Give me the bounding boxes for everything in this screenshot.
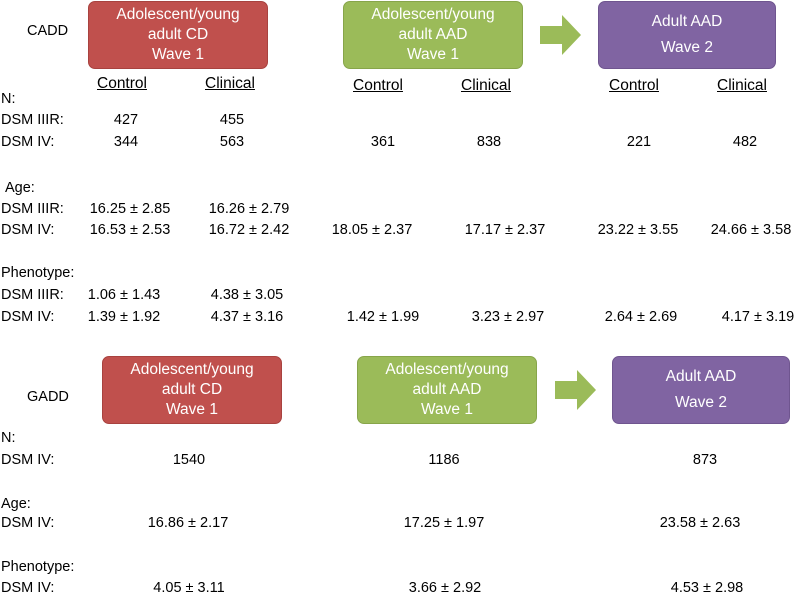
gadd-arrow-icon (555, 370, 596, 410)
cadd-n-dsm4-control-aad1: 361 (370, 134, 396, 150)
cadd-box2-line1: Adolescent/young (371, 6, 495, 23)
cadd-n-dsm3-control-cd: 427 (113, 112, 139, 128)
cadd-age-label: Age: (5, 180, 35, 196)
gadd-phenotype-aad1: 3.66 ± 2.92 (408, 580, 482, 596)
cadd-n-dsm4-control-cd: 344 (113, 134, 139, 150)
cadd-header-control-2: Control (353, 77, 403, 94)
gadd-cd-wave1-box: Adolescent/young adult CD Wave 1 (102, 356, 282, 424)
cadd-age-dsm4-clinical-aad1: 17.17 ± 2.37 (464, 222, 546, 238)
cadd-label: CADD (27, 23, 69, 39)
cadd-age-dsm4-control-aad1: 18.05 ± 2.37 (331, 222, 413, 238)
cadd-arrow-icon (540, 15, 581, 55)
gadd-box2-line2: adult AAD (412, 381, 482, 398)
cadd-box2-line2: adult AAD (398, 26, 468, 43)
cadd-n-dsm3-clinical-cd: 455 (219, 112, 245, 128)
cadd-box1-line3: Wave 1 (152, 46, 204, 63)
cadd-age-dsm4-control-cd: 16.53 ± 2.53 (89, 222, 171, 238)
gadd-phenotype-aad2: 4.53 ± 2.98 (670, 580, 744, 596)
cadd-phenotype-dsm4-clinical-aad2: 4.17 ± 3.19 (721, 309, 795, 325)
cadd-header-clinical-2: Clinical (461, 77, 511, 94)
cadd-phenotype-dsm3-clinical-cd: 4.38 ± 3.05 (210, 287, 284, 303)
cadd-header-control-1: Control (97, 75, 147, 92)
cadd-phenotype-dsm4-control-aad2: 2.64 ± 2.69 (604, 309, 678, 325)
gadd-age-aad2: 23.58 ± 2.63 (659, 515, 741, 531)
gadd-age-aad1: 17.25 ± 1.97 (403, 515, 485, 531)
gadd-age-dsm4-label: DSM IV: (1, 515, 55, 531)
cadd-box1-line2: adult CD (147, 26, 209, 43)
cadd-phenotype-dsm4-control-cd: 1.39 ± 1.92 (87, 309, 161, 325)
cadd-age-dsm4-label: DSM IV: (1, 222, 55, 238)
cadd-n-dsm4-clinical-cd: 563 (219, 134, 245, 150)
cadd-phenotype-dsm4-control-aad1: 1.42 ± 1.99 (346, 309, 420, 325)
cadd-phenotype-dsm4-label: DSM IV: (1, 309, 55, 325)
gadd-box2-line1: Adolescent/young (385, 361, 509, 378)
cadd-box3-line1: Adult AAD (651, 13, 723, 30)
cadd-box2-line3: Wave 1 (407, 46, 459, 63)
gadd-aad-wave1-box: Adolescent/young adult AAD Wave 1 (357, 356, 537, 424)
gadd-age-cd: 16.86 ± 2.17 (147, 515, 229, 531)
gadd-n-label: N: (1, 430, 16, 446)
cadd-box1-line1: Adolescent/young (116, 6, 240, 23)
cadd-phenotype-dsm3-control-cd: 1.06 ± 1.43 (87, 287, 161, 303)
cadd-age-dsm4-control-aad2: 23.22 ± 3.55 (597, 222, 679, 238)
gadd-box1-line3: Wave 1 (166, 401, 218, 418)
gadd-phenotype-label: Phenotype: (1, 559, 75, 575)
gadd-phenotype-cd: 4.05 ± 3.11 (153, 580, 225, 596)
cadd-n-label: N: (1, 91, 16, 107)
cadd-header-clinical-1: Clinical (205, 75, 255, 92)
gadd-box2-line3: Wave 1 (421, 401, 473, 418)
cadd-age-dsm3-control-cd: 16.25 ± 2.85 (89, 201, 171, 217)
gadd-box1-line1: Adolescent/young (130, 361, 254, 378)
cadd-header-clinical-3: Clinical (717, 77, 767, 94)
cadd-age-dsm3-label: DSM IIIR: (1, 201, 64, 217)
gadd-box1-line2: adult CD (161, 381, 223, 398)
cadd-age-dsm4-clinical-cd: 16.72 ± 2.42 (208, 222, 290, 238)
cadd-phenotype-dsm4-clinical-aad1: 3.23 ± 2.97 (471, 309, 545, 325)
cadd-box3-line2: Wave 2 (661, 39, 713, 56)
gadd-age-label: Age: (1, 496, 31, 512)
cadd-aad-wave1-box: Adolescent/young adult AAD Wave 1 (343, 1, 523, 69)
cadd-age-dsm3-clinical-cd: 16.26 ± 2.79 (208, 201, 290, 217)
cadd-n-dsm4-clinical-aad2: 482 (732, 134, 758, 150)
gadd-n-cd: 1540 (172, 452, 206, 468)
cadd-cd-wave1-box: Adolescent/young adult CD Wave 1 (88, 1, 268, 69)
cadd-header-control-3: Control (609, 77, 659, 94)
gadd-box3-line2: Wave 2 (675, 394, 727, 411)
gadd-phenotype-dsm4-label: DSM IV: (1, 580, 55, 596)
cadd-age-dsm4-clinical-aad2: 24.66 ± 3.58 (710, 222, 792, 238)
cadd-phenotype-dsm3-label: DSM IIIR: (1, 287, 64, 303)
gadd-n-aad1: 1186 (428, 452, 460, 468)
cadd-n-dsm4-label: DSM IV: (1, 134, 55, 150)
gadd-n-dsm4-label: DSM IV: (1, 452, 55, 468)
gadd-box3-line1: Adult AAD (665, 368, 737, 385)
gadd-aad-wave2-box: Adult AAD Wave 2 (612, 356, 790, 424)
cadd-aad-wave2-box: Adult AAD Wave 2 (598, 1, 776, 69)
gadd-n-aad2: 873 (692, 452, 718, 468)
cadd-n-dsm4-clinical-aad1: 838 (476, 134, 502, 150)
cadd-n-dsm3-label: DSM IIIR: (1, 112, 64, 128)
cadd-phenotype-label: Phenotype: (1, 265, 75, 281)
cadd-phenotype-dsm4-clinical-cd: 4.37 ± 3.16 (210, 309, 284, 325)
gadd-label: GADD (27, 389, 69, 405)
cadd-n-dsm4-control-aad2: 221 (626, 134, 652, 150)
